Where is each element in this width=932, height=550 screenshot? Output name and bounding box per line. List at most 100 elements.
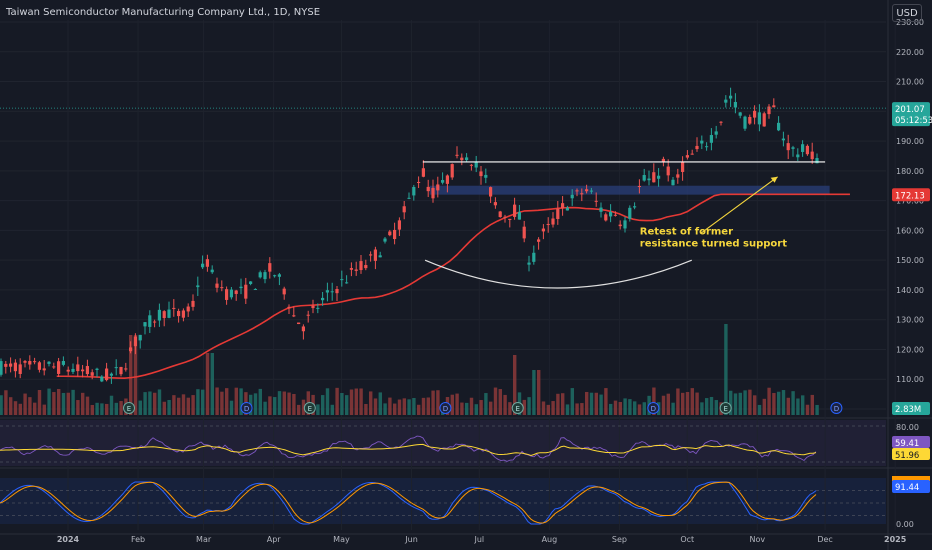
candle-body — [546, 223, 550, 225]
volume-bar — [489, 401, 493, 415]
candle-body — [282, 288, 286, 295]
stochastic-value-tag-text: 91.44 — [895, 483, 919, 493]
event-marker-letter: E — [723, 405, 727, 413]
volume-bar — [397, 399, 402, 415]
candle-body — [177, 310, 181, 317]
candle-body — [196, 285, 200, 288]
volume-bar — [52, 392, 56, 415]
volume-bar — [469, 397, 474, 415]
volume-bar — [297, 404, 301, 415]
candle-body — [633, 206, 637, 208]
candle-body — [181, 310, 185, 318]
candle-body — [76, 364, 80, 372]
volume-bar — [777, 391, 781, 415]
candle-body — [719, 121, 723, 123]
candle-body — [729, 95, 733, 99]
event-marker-letter: D — [834, 405, 839, 413]
candle-body — [268, 263, 272, 272]
candle-body — [81, 369, 85, 372]
volume-bar — [757, 404, 762, 415]
candle-body — [124, 368, 128, 370]
candle-body — [455, 154, 459, 156]
candle-body — [23, 361, 27, 363]
volume-bar — [705, 398, 709, 415]
volume-bar — [181, 394, 186, 415]
candle-body — [359, 261, 363, 271]
volume-bar — [186, 397, 190, 415]
candle-body — [143, 322, 147, 327]
event-marker-letter: E — [308, 405, 312, 413]
candle-body — [753, 110, 757, 118]
candle-body — [258, 272, 262, 278]
volume-bar — [301, 399, 306, 415]
event-marker — [719, 402, 732, 414]
volume-bar — [637, 404, 642, 415]
candle-body — [421, 168, 425, 177]
event-marker — [511, 402, 524, 414]
candle-body — [172, 307, 176, 309]
price-axis-tick-label: 220.00 — [896, 48, 924, 57]
volume-bar — [599, 394, 603, 415]
volume-bar — [676, 388, 680, 415]
last-price-tag-text: 201.07 — [895, 105, 925, 115]
candle-body — [18, 364, 22, 374]
event-marker — [439, 402, 452, 414]
price-axis-tick-label: 120.00 — [896, 345, 924, 354]
volume-bar — [287, 392, 291, 415]
candle-body — [445, 175, 449, 184]
candle-body — [508, 218, 512, 220]
price-axis-tick-label: 150.00 — [896, 256, 924, 265]
candle-body — [4, 363, 8, 367]
volume-bar — [690, 388, 694, 415]
volume-bar — [268, 396, 272, 415]
candle-body — [796, 154, 800, 158]
volume-bar — [345, 395, 349, 415]
volume-bar — [628, 399, 632, 415]
volume-bar — [671, 402, 675, 415]
volume-bar — [604, 388, 608, 415]
time-axis-label: Nov — [749, 535, 765, 544]
volume-bar — [143, 392, 147, 415]
volume-bar — [786, 397, 790, 415]
volume-bar — [484, 393, 488, 415]
candle-body — [781, 138, 785, 141]
candle-body — [0, 361, 3, 375]
volume-bar — [642, 402, 646, 415]
candle-body — [301, 326, 305, 332]
candle-body — [9, 363, 13, 367]
volume-bar — [724, 324, 728, 415]
volume-bar — [234, 387, 238, 415]
volume-bar — [23, 393, 27, 415]
candle-body — [61, 361, 65, 365]
volume-bar — [709, 396, 714, 415]
stochastic-k-line — [0, 481, 817, 525]
volume-bar — [796, 398, 800, 415]
last-price-tag-text: 05:12:53 — [895, 116, 932, 126]
price-axis-tick-label: 230.00 — [896, 18, 924, 27]
rsi-panel-band — [0, 420, 886, 466]
candle-body — [114, 367, 118, 369]
candle-body — [460, 157, 464, 161]
candle-body — [637, 185, 641, 187]
candle-body — [220, 287, 224, 289]
volume-bar — [177, 397, 181, 415]
candle-body — [493, 202, 497, 206]
volume-bar — [589, 392, 594, 415]
candle-body — [210, 269, 214, 273]
currency-button[interactable]: USD — [892, 4, 922, 22]
candle-body — [685, 155, 689, 158]
volume-bar — [791, 391, 795, 415]
candle-body — [273, 275, 277, 277]
volume-bar — [738, 392, 742, 415]
volume-tag-box — [892, 402, 930, 415]
candle-body — [810, 151, 814, 160]
candle-body — [205, 259, 209, 267]
candle-body — [709, 135, 713, 143]
volume-bar — [681, 392, 685, 415]
candle-body — [33, 361, 37, 363]
candle-body — [791, 147, 795, 149]
volume-bar — [196, 389, 200, 415]
volume-bar — [455, 393, 459, 415]
volume-bar — [316, 404, 320, 415]
